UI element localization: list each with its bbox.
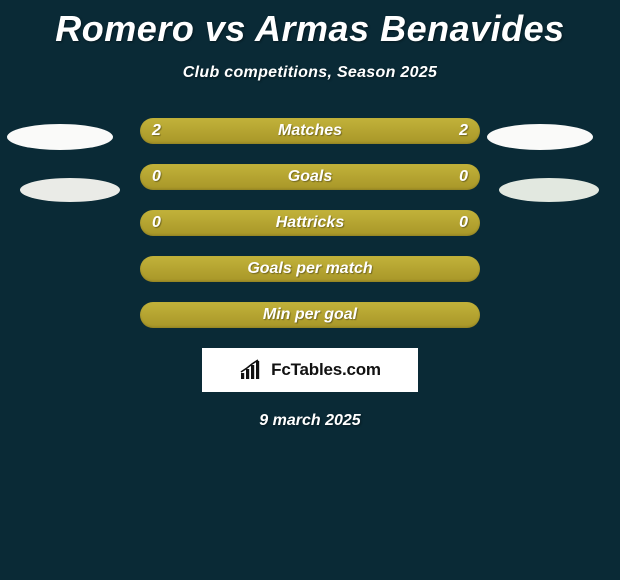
stats-bars: 2Matches20Goals00Hattricks0Goals per mat… xyxy=(140,118,480,328)
stat-right-value: 2 xyxy=(459,118,468,144)
stat-label: Matches xyxy=(140,118,480,144)
subtitle: Club competitions, Season 2025 xyxy=(0,64,620,82)
stat-bar: 0Goals0 xyxy=(140,164,480,190)
stat-bar: 2Matches2 xyxy=(140,118,480,144)
footer-date: 9 march 2025 xyxy=(0,412,620,430)
player-placeholder-ellipse xyxy=(499,178,599,202)
stat-bar: 0Hattricks0 xyxy=(140,210,480,236)
stat-label: Goals xyxy=(140,164,480,190)
stat-bar: Goals per match xyxy=(140,256,480,282)
stat-bar: Min per goal xyxy=(140,302,480,328)
stat-right-value: 0 xyxy=(459,164,468,190)
stat-right-value: 0 xyxy=(459,210,468,236)
stat-label: Hattricks xyxy=(140,210,480,236)
page-title: Romero vs Armas Benavides xyxy=(0,0,620,50)
stat-label: Min per goal xyxy=(140,302,480,328)
brand-icon xyxy=(239,359,265,381)
player-placeholder-ellipse xyxy=(20,178,120,202)
stat-label: Goals per match xyxy=(140,256,480,282)
player-placeholder-ellipse xyxy=(487,124,593,150)
player-placeholder-ellipse xyxy=(7,124,113,150)
brand-text: FcTables.com xyxy=(271,360,381,380)
brand-box: FcTables.com xyxy=(202,348,418,392)
